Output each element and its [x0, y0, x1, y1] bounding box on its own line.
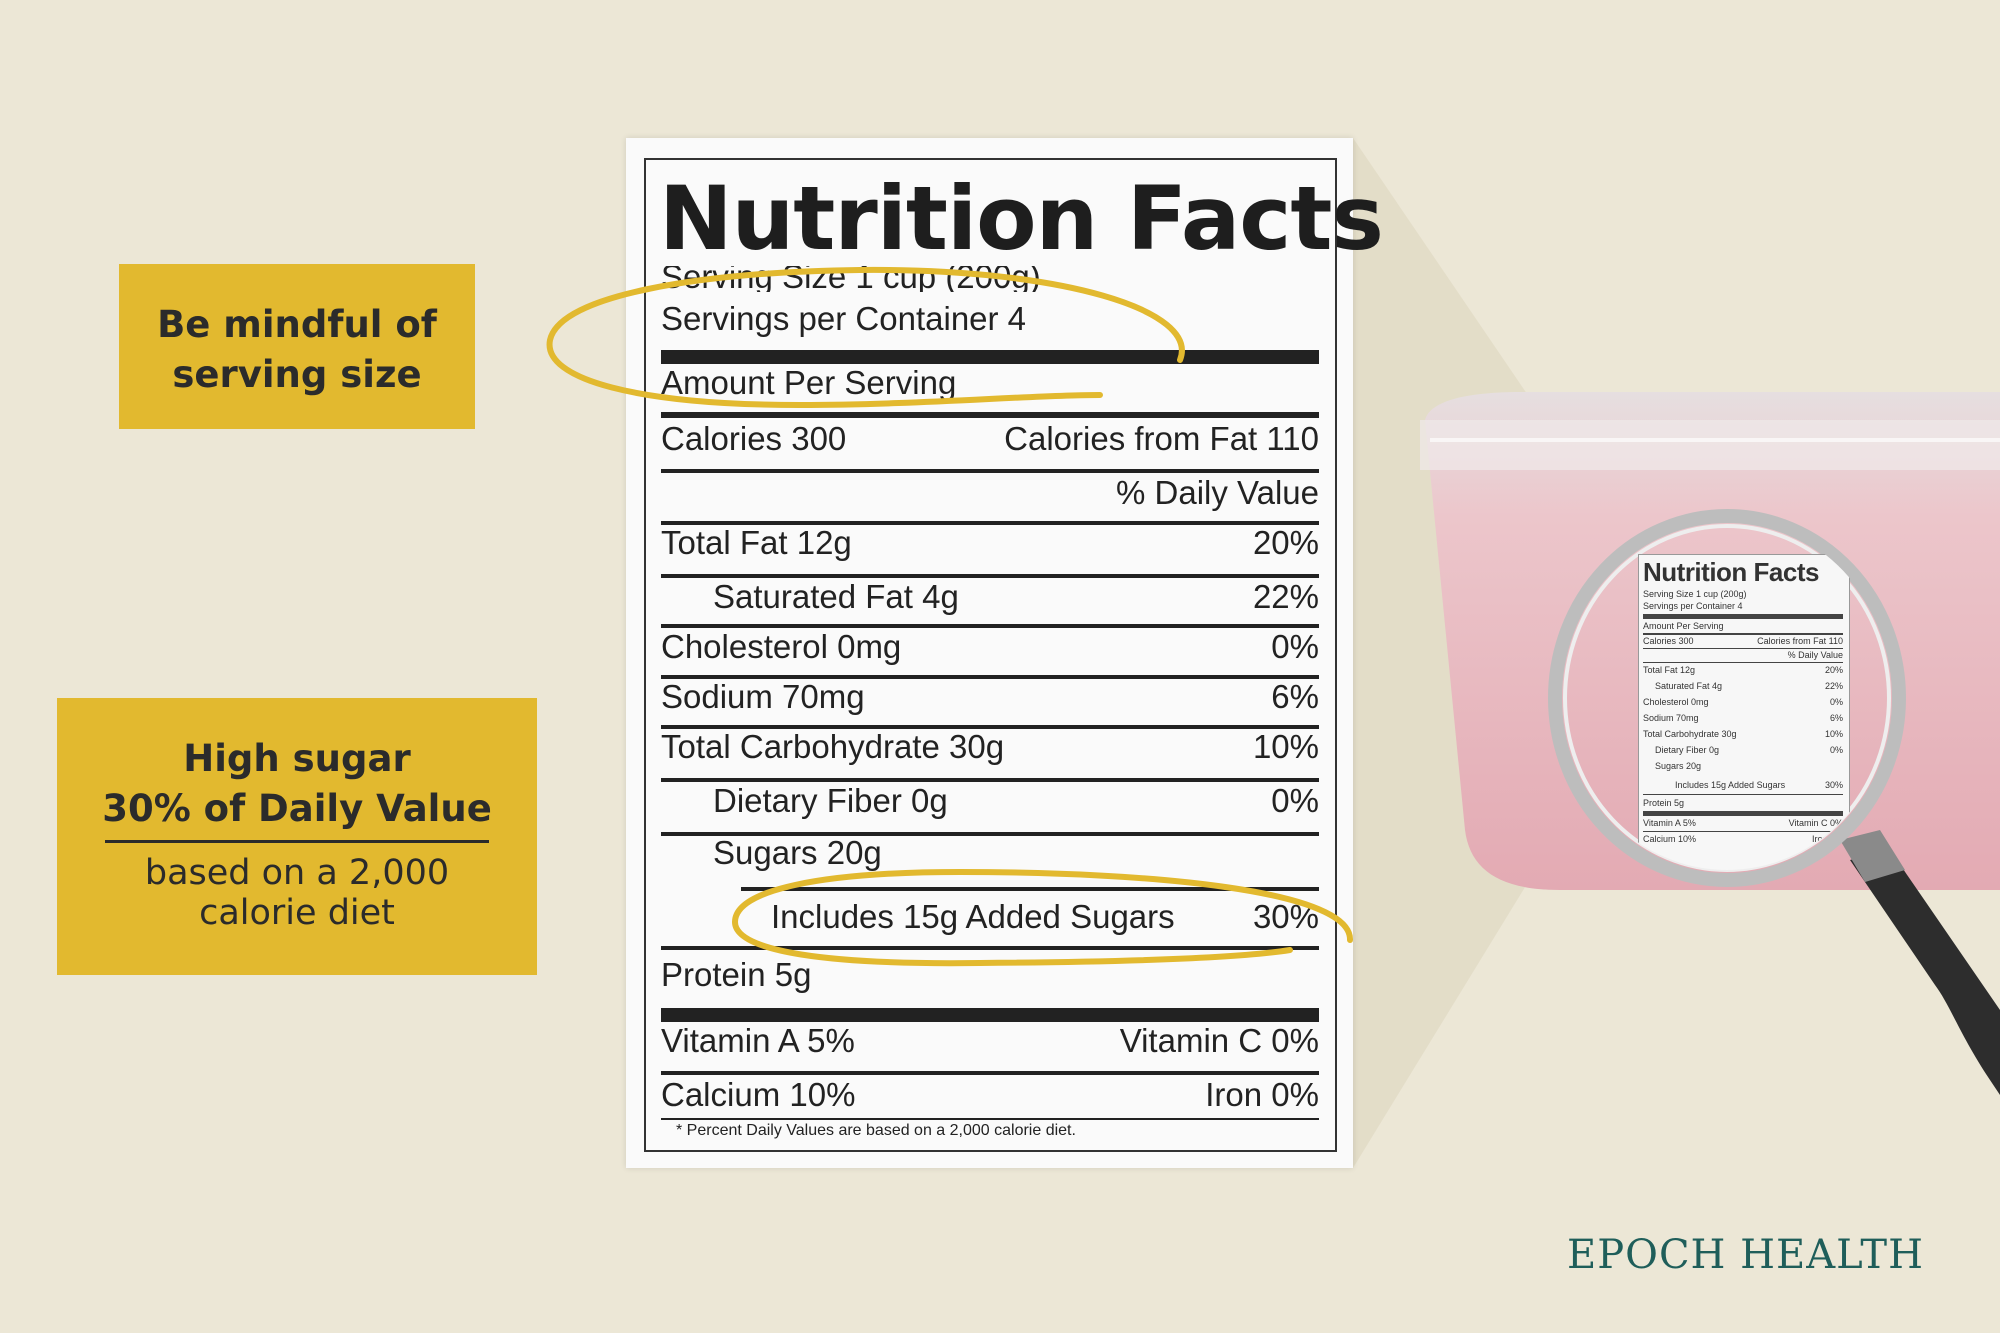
epoch-health-logo: EPOCH HEALTH: [1567, 1232, 1924, 1278]
nutrient-row: Sodium 70mg 6%: [661, 678, 1319, 715]
calories-line: Calories 300 Calories from Fat 110: [661, 420, 1319, 458]
serving-size-callout-text: Be mindful of serving size: [157, 303, 437, 396]
rule: [661, 469, 1319, 473]
nutrient-row: Total Fat 12g 20%: [661, 524, 1319, 561]
high-sugar-callout: High sugar 30% of Daily Value based on a…: [57, 698, 537, 975]
nutrient-row: Sugars 20g: [713, 834, 882, 871]
rule: [661, 778, 1319, 782]
calories-from-fat: Calories from Fat 110: [1004, 420, 1319, 457]
nutrition-facts-title: Nutrition Facts: [659, 167, 1384, 270]
nutrient-row: Saturated Fat 4g 22%: [713, 578, 1319, 615]
nutrient-row: Dietary Fiber 0g 0%: [713, 782, 1319, 819]
callout-divider: [105, 840, 489, 843]
mini-title: Nutrition Facts: [1643, 557, 1819, 587]
rule: [661, 832, 1319, 836]
magnifier-lens: Nutrition Facts Serving Size 1 cup (200g…: [1562, 520, 1892, 870]
vitamin-row: Vitamin A 5% Vitamin C 0%: [661, 1022, 1319, 1059]
rule: [661, 725, 1319, 729]
mineral-row: Calcium 10% Iron 0%: [661, 1076, 1319, 1113]
nutrient-row: Cholesterol 0mg 0%: [661, 628, 1319, 665]
high-sugar-note: based on a 2,000 calorie diet: [144, 853, 450, 933]
medium-rule: [661, 412, 1319, 418]
daily-value-header: % Daily Value: [1116, 474, 1319, 511]
rule: [661, 521, 1319, 525]
footnote: * Percent Daily Values are based on a 2,…: [676, 1122, 1076, 1139]
magnified-nutrition-label: Nutrition Facts Serving Size 1 cup (200g…: [1638, 554, 1850, 870]
rule: [661, 624, 1319, 628]
calories-value: Calories 300: [661, 420, 847, 457]
rule: [661, 1118, 1319, 1120]
high-sugar-title: High sugar: [183, 737, 411, 780]
serving-size-callout: Be mindful of serving size: [119, 264, 475, 429]
rule: [661, 574, 1319, 578]
rule: [661, 675, 1319, 679]
nutrient-row: Total Carbohydrate 30g 10%: [661, 728, 1319, 765]
high-sugar-value: 30% of Daily Value: [102, 787, 492, 830]
rule: [661, 1071, 1319, 1075]
thick-rule: [661, 1008, 1319, 1022]
